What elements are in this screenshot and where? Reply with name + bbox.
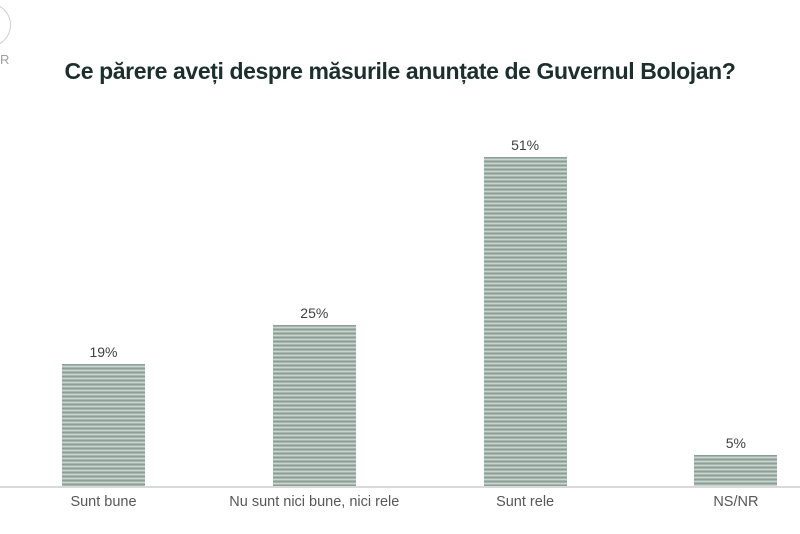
category-label: Sunt rele — [496, 494, 555, 510]
bar-value-label: 5% — [725, 434, 746, 451]
bar — [272, 325, 356, 487]
category-label: Sunt bune — [70, 494, 137, 510]
partial-circle-logo-icon — [0, 3, 11, 47]
category-label: NS/NR — [713, 494, 759, 510]
logo-fragment: R — [0, 0, 30, 80]
logo-letter: R — [0, 52, 10, 67]
chart-title: Ce părere aveți despre măsurile anunțate… — [64, 58, 736, 84]
bar-value-label: 19% — [89, 344, 118, 361]
x-axis-line — [0, 486, 800, 488]
category-label: Nu sunt nici bune, nici rele — [229, 494, 400, 510]
bar — [62, 364, 145, 487]
bar — [694, 454, 778, 487]
bar — [483, 157, 567, 487]
bar-value-label: 25% — [300, 305, 329, 322]
bar-value-label: 51% — [511, 137, 540, 154]
